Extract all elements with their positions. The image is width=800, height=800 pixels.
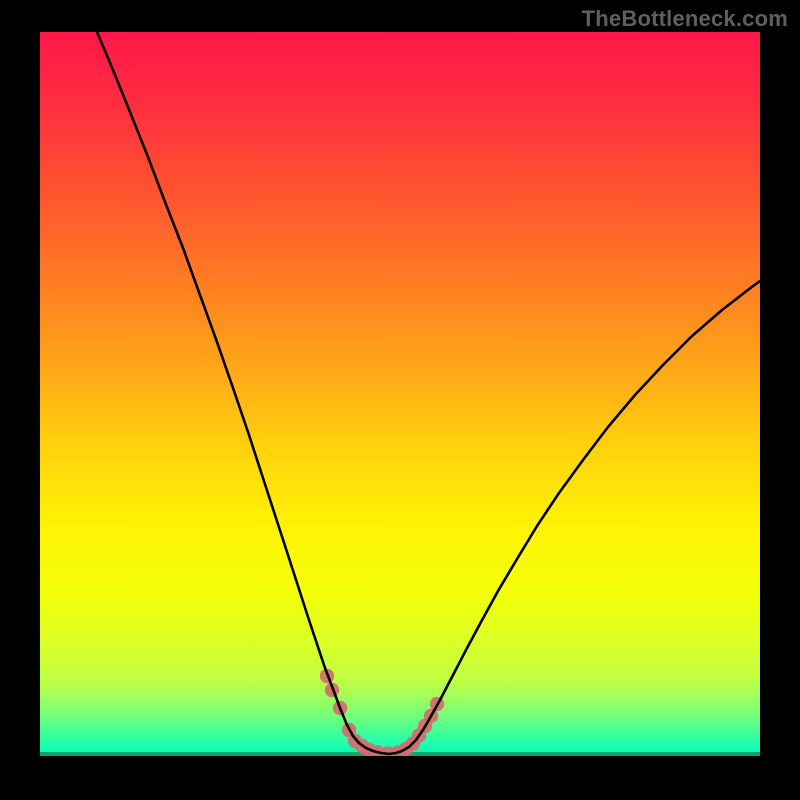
watermark-text: TheBottleneck.com (582, 6, 788, 32)
chart-container: TheBottleneck.com (0, 0, 800, 800)
bottleneck-chart (0, 0, 800, 800)
gradient-background (40, 32, 760, 756)
